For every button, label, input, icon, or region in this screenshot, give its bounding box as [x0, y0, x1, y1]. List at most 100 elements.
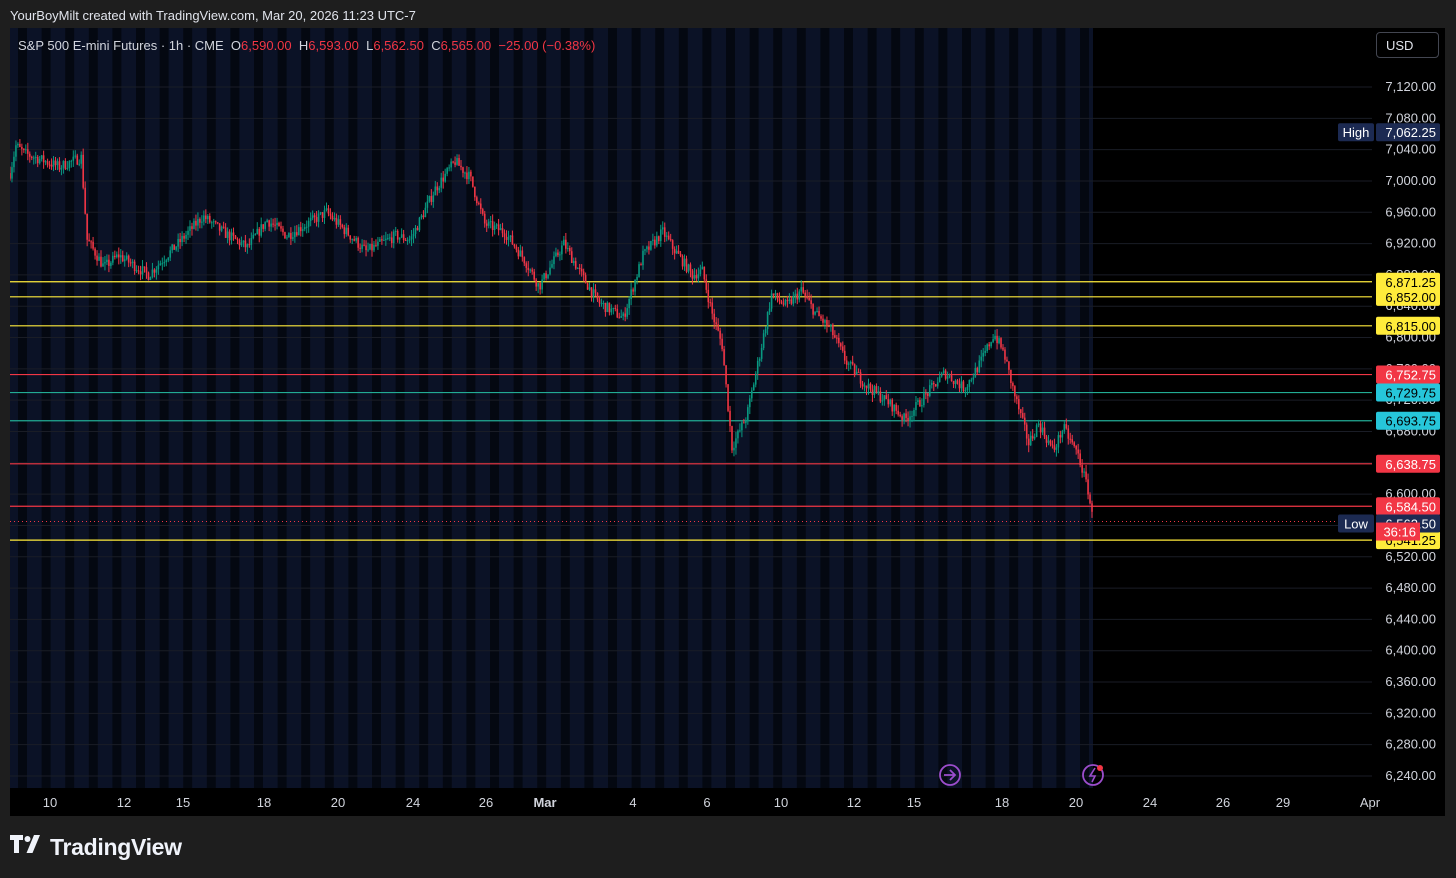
candle-body [559, 254, 561, 256]
candle-body [48, 164, 51, 166]
candle-body [305, 226, 308, 228]
candle-body [62, 161, 65, 168]
candle-body [671, 240, 674, 249]
candle-body [165, 260, 168, 263]
candle-body [262, 224, 264, 229]
candle-body [764, 329, 767, 334]
candle-body [808, 297, 810, 301]
off-session-band [820, 28, 830, 788]
candle-body [34, 156, 37, 158]
candle-body [659, 229, 662, 242]
candle-body [1002, 347, 1004, 350]
candle-body [517, 249, 520, 257]
candle-body [608, 302, 611, 313]
candle-body [286, 237, 288, 239]
off-session-band [914, 28, 924, 788]
candle-body [834, 335, 836, 338]
candle-body [584, 275, 587, 284]
price-tick-label: 6,440.00 [1385, 611, 1436, 626]
candle-body [586, 283, 589, 290]
candle-body [810, 300, 812, 305]
candle-body [234, 235, 237, 239]
time-tick-label: 29 [1276, 795, 1290, 810]
candle-body [58, 161, 61, 170]
lightning-circle-icon[interactable] [1082, 764, 1104, 786]
candle-body [539, 283, 541, 290]
candle-body [713, 313, 715, 323]
candle-body [1035, 425, 1038, 437]
candle-body [656, 236, 658, 246]
candle-body [139, 271, 142, 275]
candle-body [620, 316, 623, 318]
candle-body [932, 382, 935, 385]
candle-body [56, 161, 59, 166]
candle-body [390, 237, 393, 244]
time-tick-label: Apr [1360, 795, 1381, 810]
candle-body [422, 215, 425, 218]
time-tick-label: 20 [1069, 795, 1083, 810]
candle-body [780, 301, 783, 304]
candle-body [634, 279, 636, 292]
candle-body [626, 308, 628, 317]
off-session-band [844, 28, 853, 788]
candle-body [612, 307, 615, 309]
candle-body [64, 161, 67, 169]
candle-body [432, 195, 435, 202]
candle-body [665, 235, 668, 237]
candle-body [402, 234, 405, 240]
tradingview-logo[interactable]: TradingView [10, 834, 182, 861]
candle-body [301, 229, 304, 232]
price-chart[interactable]: 7,120.00 7,080.00 7,040.00 7,000.00 6,960.00… [10, 28, 1445, 816]
candle-body [814, 311, 816, 315]
candle-body [228, 231, 231, 241]
candle-body [845, 360, 848, 365]
candle-body [547, 274, 549, 279]
candle-body [966, 386, 969, 391]
forward-circle-icon[interactable] [939, 764, 961, 786]
candle-body [614, 307, 617, 309]
candle-body [270, 223, 272, 227]
high-price-label-bg [1376, 123, 1440, 142]
candle-body [161, 263, 164, 265]
candle-body [25, 149, 27, 151]
off-session-band [324, 28, 334, 788]
off-session-band [65, 28, 75, 788]
time-tick-label: 12 [847, 795, 861, 810]
candle-body [543, 273, 545, 280]
candle-body [254, 234, 257, 236]
session-band [10, 28, 1093, 788]
candle-body [212, 221, 215, 223]
candle-body [992, 339, 994, 343]
candle-body [879, 391, 882, 402]
price-tick-label: 7,080.00 [1385, 110, 1436, 125]
candle-body [157, 265, 160, 270]
candle-body [280, 226, 282, 229]
currency-button[interactable]: USD [1376, 32, 1439, 58]
candle-body [574, 261, 577, 269]
candle-body [877, 391, 880, 393]
candle-body [361, 244, 363, 249]
candle-body [794, 293, 797, 297]
candle-body [984, 350, 986, 353]
candle-body [232, 232, 235, 236]
symbol-name[interactable]: S&P 500 E-mini Futures · 1h · CME [18, 38, 224, 53]
candle-body [871, 389, 874, 395]
off-session-band [206, 28, 216, 788]
candle-body [994, 335, 996, 340]
candle-body [11, 167, 13, 179]
candle-body [347, 227, 350, 236]
candle-body [46, 161, 49, 165]
off-session-band [348, 28, 358, 788]
candle-body [392, 231, 395, 244]
high-tag: High [1343, 125, 1370, 140]
candle-body [505, 236, 508, 240]
chart-area[interactable]: 7,120.00 7,080.00 7,040.00 7,000.00 6,960.00… [10, 28, 1445, 816]
candle-body [792, 296, 795, 304]
candle-body [675, 250, 678, 254]
candle-body [881, 400, 884, 402]
candle-body [1077, 449, 1079, 454]
off-session-band [372, 28, 381, 788]
candle-body [181, 235, 183, 243]
candle-body [610, 308, 613, 313]
change-value: −25.00 (−0.38%) [498, 38, 596, 53]
